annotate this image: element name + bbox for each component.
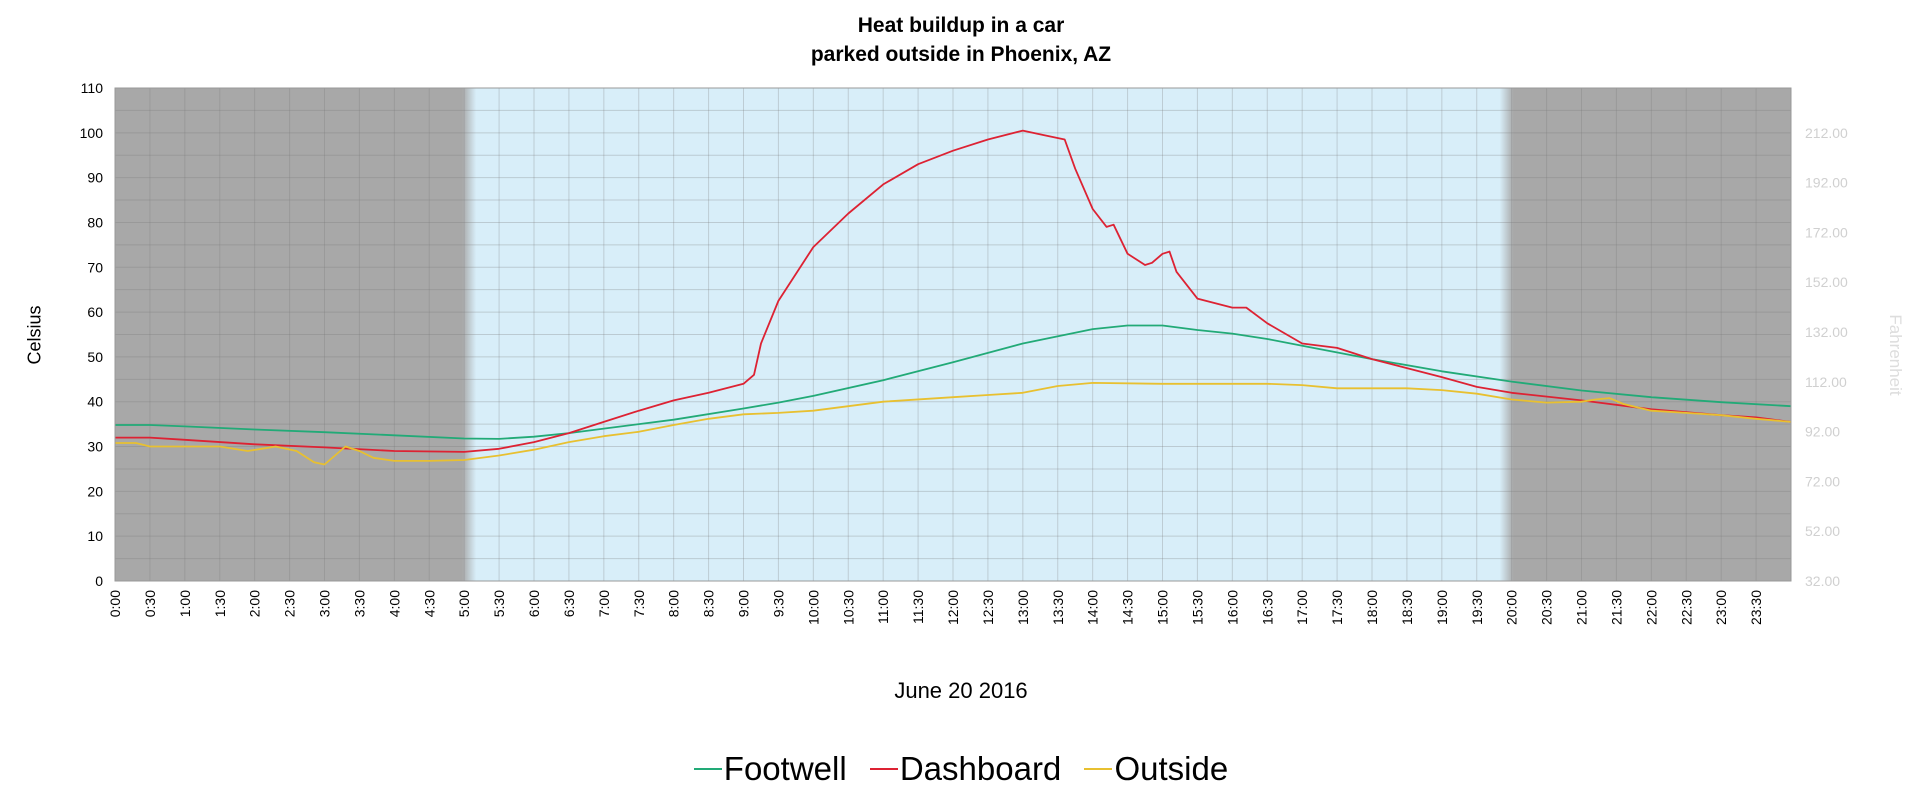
x-tick-label: 3:00 bbox=[317, 590, 333, 617]
x-tick-label: 2:30 bbox=[282, 590, 298, 617]
axes: 0 10 20 30 40 50 60 70 80 90 100 110 32.00 52.00 72.00… bbox=[80, 80, 1848, 625]
x-tick-label: 1:00 bbox=[177, 590, 193, 617]
y-tick-label: 60 bbox=[87, 304, 103, 320]
x-tick-label: 5:00 bbox=[456, 590, 472, 617]
y-tick-label-right: 212.00 bbox=[1805, 125, 1848, 141]
x-tick-label: 9:30 bbox=[770, 590, 786, 617]
y-tick-label: 30 bbox=[87, 439, 103, 455]
x-tick-label: 13:30 bbox=[1050, 590, 1066, 625]
series-line-footwell bbox=[115, 324, 1792, 440]
x-tick-label: 18:30 bbox=[1399, 590, 1415, 625]
legend-item-outside[interactable]: Outside bbox=[1084, 750, 1228, 788]
x-tick-label: 0:00 bbox=[107, 590, 123, 617]
legend-label-dashboard: Dashboard bbox=[899, 750, 1062, 787]
chart-subtitle: parked outside in Phoenix, AZ bbox=[810, 43, 1112, 66]
x-tick-label: 17:00 bbox=[1294, 590, 1310, 625]
series-lines bbox=[115, 129, 1792, 466]
y-tick-label: 90 bbox=[87, 170, 103, 186]
x-tick-label: 8:00 bbox=[666, 590, 682, 617]
x-tick-label: 4:30 bbox=[421, 590, 437, 617]
x-tick-label: 13:00 bbox=[1015, 590, 1031, 625]
y-tick-label-right: 192.00 bbox=[1805, 175, 1848, 191]
legend-label-footwell: Footwell bbox=[723, 750, 847, 787]
y-tick-label-right: 32.00 bbox=[1805, 573, 1840, 589]
x-tick-label: 15:30 bbox=[1189, 590, 1205, 625]
x-tick-label: 8:30 bbox=[701, 590, 717, 617]
night-band-0 bbox=[115, 88, 465, 581]
x-tick-label: 22:00 bbox=[1643, 590, 1659, 625]
x-tick-label: 23:00 bbox=[1713, 590, 1729, 625]
legend-swatch-outside bbox=[1084, 768, 1113, 770]
y-tick-label: 0 bbox=[95, 573, 103, 589]
y-tick-label-right: 72.00 bbox=[1805, 473, 1840, 489]
x-tick-label: 23:30 bbox=[1748, 590, 1764, 625]
x-tick-label: 11:30 bbox=[910, 590, 926, 624]
dawn-fade bbox=[462, 88, 477, 581]
y-tick-label-right: 92.00 bbox=[1805, 424, 1840, 440]
series-line-outside bbox=[115, 381, 1792, 466]
x-axis-label: June 20 2016 bbox=[894, 678, 1028, 703]
x-tick-label: 2:00 bbox=[247, 590, 263, 617]
x-tick-label: 3:30 bbox=[351, 590, 367, 617]
y-tick-label: 70 bbox=[87, 259, 103, 275]
x-tick-label: 12:00 bbox=[945, 590, 961, 625]
x-tick-label: 19:30 bbox=[1469, 590, 1485, 625]
chart-title-block: Heat buildup in a car parked outside in … bbox=[0, 11, 1922, 69]
y-tick-label: 100 bbox=[80, 125, 104, 141]
legend-item-dashboard[interactable]: Dashboard bbox=[869, 750, 1062, 788]
y-tick-label: 80 bbox=[87, 214, 103, 230]
y-axis-label: Celsius bbox=[24, 305, 45, 365]
legend-swatch-dashboard bbox=[869, 768, 898, 770]
y-tick-label-right: 152.00 bbox=[1805, 274, 1848, 290]
x-tick-label: 0:30 bbox=[142, 590, 158, 617]
x-tick-label: 14:30 bbox=[1120, 590, 1136, 625]
x-tick-label: 21:00 bbox=[1574, 590, 1590, 625]
x-tick-label: 7:30 bbox=[631, 590, 647, 617]
x-tick-label: 16:00 bbox=[1224, 590, 1240, 625]
legend-label-outside: Outside bbox=[1114, 750, 1229, 787]
y-tick-label-right: 172.00 bbox=[1805, 224, 1848, 240]
x-tick-label: 21:30 bbox=[1608, 590, 1624, 625]
x-tick-label: 7:00 bbox=[596, 590, 612, 617]
legend-item-footwell[interactable]: Footwell bbox=[693, 750, 847, 788]
x-tick-label: 20:30 bbox=[1539, 590, 1555, 625]
x-tick-label: 12:30 bbox=[980, 590, 996, 625]
x-tick-label: 22:30 bbox=[1678, 590, 1694, 625]
x-tick-label: 10:30 bbox=[840, 590, 856, 625]
x-tick-label: 17:30 bbox=[1329, 590, 1345, 625]
y-tick-label: 20 bbox=[87, 483, 103, 499]
night-band-1 bbox=[1511, 88, 1791, 581]
chart-title: Heat buildup in a car bbox=[857, 14, 1065, 37]
y-tick-label-right: 52.00 bbox=[1805, 523, 1840, 539]
x-tick-label: 15:00 bbox=[1155, 590, 1171, 625]
y-tick-label: 40 bbox=[87, 394, 103, 410]
y-tick-label: 110 bbox=[81, 80, 104, 96]
x-tick-label: 1:30 bbox=[212, 590, 228, 617]
x-tick-label: 19:00 bbox=[1434, 590, 1450, 625]
x-tick-label: 20:00 bbox=[1504, 590, 1520, 625]
x-tick-label: 14:00 bbox=[1085, 590, 1101, 625]
x-tick-label: 10:00 bbox=[805, 590, 821, 625]
y-tick-label: 10 bbox=[87, 528, 103, 544]
plot-border bbox=[114, 87, 1792, 582]
legend-swatch-footwell bbox=[693, 768, 722, 770]
dusk-fade bbox=[1499, 88, 1514, 581]
y-tick-label-right: 112.00 bbox=[1805, 374, 1847, 390]
x-tick-label: 4:00 bbox=[386, 590, 402, 617]
y-tick-label: 50 bbox=[87, 349, 103, 365]
x-tick-label: 5:30 bbox=[491, 590, 507, 617]
x-tick-label: 18:00 bbox=[1364, 590, 1380, 625]
series-line-dashboard bbox=[115, 129, 1792, 453]
x-tick-label: 11:00 bbox=[875, 590, 891, 624]
x-tick-label: 9:00 bbox=[736, 590, 752, 617]
y-tick-label-right: 132.00 bbox=[1805, 324, 1848, 340]
x-tick-label: 16:30 bbox=[1259, 590, 1275, 625]
x-tick-label: 6:30 bbox=[561, 590, 577, 617]
y-axis-label-right: Fahrenheit bbox=[1886, 314, 1905, 396]
legend: Footwell Dashboard Outside bbox=[0, 740, 1922, 788]
plot-background bbox=[115, 88, 1791, 581]
x-tick-label: 6:00 bbox=[526, 590, 542, 617]
